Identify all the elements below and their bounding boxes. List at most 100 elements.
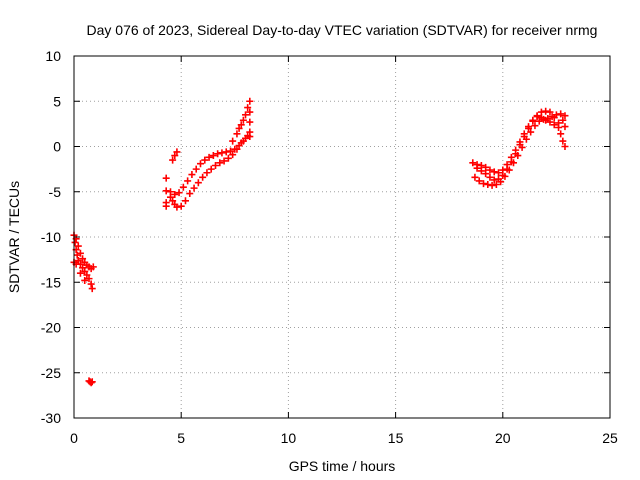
data-point-marker (186, 190, 194, 198)
data-point-marker (497, 178, 505, 186)
series-group (70, 231, 97, 387)
y-tick-label: 0 (53, 139, 61, 155)
data-point-marker (171, 190, 179, 198)
x-tick-label: 15 (388, 430, 404, 446)
x-tick-label: 20 (495, 430, 511, 446)
data-point-marker (469, 159, 477, 167)
data-point-marker (85, 275, 93, 283)
data-point-marker (244, 132, 252, 140)
data-point-marker (196, 160, 204, 168)
data-point-marker (162, 202, 170, 210)
data-point-marker (233, 130, 241, 138)
data-point-marker (490, 168, 498, 176)
data-point-marker (552, 111, 560, 119)
data-point-marker (79, 255, 87, 263)
data-point-marker (209, 152, 217, 160)
data-point-marker (205, 153, 213, 161)
data-point-marker (561, 143, 569, 150)
data-point-marker (239, 137, 247, 145)
data-point-marker (503, 161, 511, 169)
data-point-marker (486, 173, 494, 181)
data-point-marker (488, 181, 496, 189)
x-tick-label: 5 (177, 430, 185, 446)
data-point-marker (181, 197, 189, 205)
data-point-marker (87, 280, 95, 288)
data-point-marker (173, 203, 181, 211)
data-point-marker (471, 173, 479, 181)
data-point-marker (537, 114, 545, 122)
data-point-marker (561, 112, 569, 120)
data-point-marker (88, 378, 96, 386)
data-point-marker (89, 263, 97, 271)
data-point-marker (220, 157, 228, 165)
y-tick-label: -5 (49, 184, 62, 200)
data-point-marker (546, 108, 554, 116)
y-tick-label: 5 (53, 93, 61, 109)
data-point-marker (235, 124, 243, 132)
x-tick-label: 0 (70, 430, 78, 446)
data-point-marker (81, 276, 89, 284)
data-point-marker (81, 267, 89, 275)
data-point-marker (188, 171, 196, 179)
y-tick-label: 10 (45, 48, 61, 64)
data-point-marker (222, 148, 230, 156)
data-point-marker (542, 107, 550, 115)
data-point-marker (482, 163, 490, 171)
chart-title: Day 076 of 2023, Sidereal Day-to-day VTE… (87, 22, 598, 38)
data-point-marker (484, 181, 492, 189)
data-point-marker (512, 146, 520, 154)
data-point-marker (505, 166, 513, 174)
data-point-marker (246, 97, 254, 105)
data-point-marker (533, 113, 541, 121)
data-point-marker (214, 150, 222, 158)
data-point-marker (525, 123, 533, 131)
series-group (469, 107, 569, 189)
y-tick-label: -30 (41, 410, 61, 426)
data-point-marker (227, 147, 235, 155)
data-point-marker (492, 181, 500, 189)
data-point-marker (507, 153, 515, 161)
data-point-marker (557, 110, 565, 118)
data-point-marker (550, 121, 558, 129)
data-point-marker (71, 238, 79, 246)
data-point-marker (514, 152, 522, 160)
data-point-marker (510, 159, 518, 167)
data-point-marker (246, 108, 254, 116)
data-point-marker (74, 242, 82, 250)
x-tick-label: 25 (602, 430, 618, 446)
data-point-marker (531, 122, 539, 130)
x-tick-label: 10 (281, 430, 297, 446)
data-point-marker (480, 180, 488, 188)
data-point-marker (169, 156, 177, 164)
data-point-marker (529, 116, 537, 124)
data-point-marker (199, 173, 207, 181)
data-point-marker (490, 176, 498, 184)
data-point-marker (212, 162, 220, 170)
data-point-marker (518, 143, 526, 151)
grid-lines (74, 56, 610, 418)
data-point-marker (473, 161, 481, 169)
data-point-marker (499, 166, 507, 174)
data-point-marker (166, 188, 174, 196)
data-point-marker (235, 142, 243, 150)
data-point-marker (177, 202, 185, 210)
data-point-marker (501, 172, 509, 180)
data-point-marker (561, 123, 569, 131)
data-point-marker (171, 152, 179, 160)
data-point-marker (162, 187, 170, 195)
data-point-marker (216, 159, 224, 167)
data-point-marker (542, 116, 550, 124)
data-point-marker (527, 128, 535, 136)
data-point-marker (203, 169, 211, 177)
data-point-marker (173, 148, 181, 156)
data-point-marker (79, 264, 87, 272)
data-point-marker (169, 197, 177, 205)
data-point-marker (239, 116, 247, 124)
data-point-marker (522, 135, 530, 143)
data-point-marker (207, 165, 215, 173)
x-axis-label: GPS time / hours (289, 458, 396, 474)
y-axis-label: SDTVAR / TECUs (6, 181, 22, 293)
axis-ticks: 0 5 10 15 20 25 -30 -25 -20 -15 -10 -5 0 5 10 (41, 48, 618, 446)
data-point-marker (76, 249, 84, 257)
data-point-marker (74, 257, 82, 265)
